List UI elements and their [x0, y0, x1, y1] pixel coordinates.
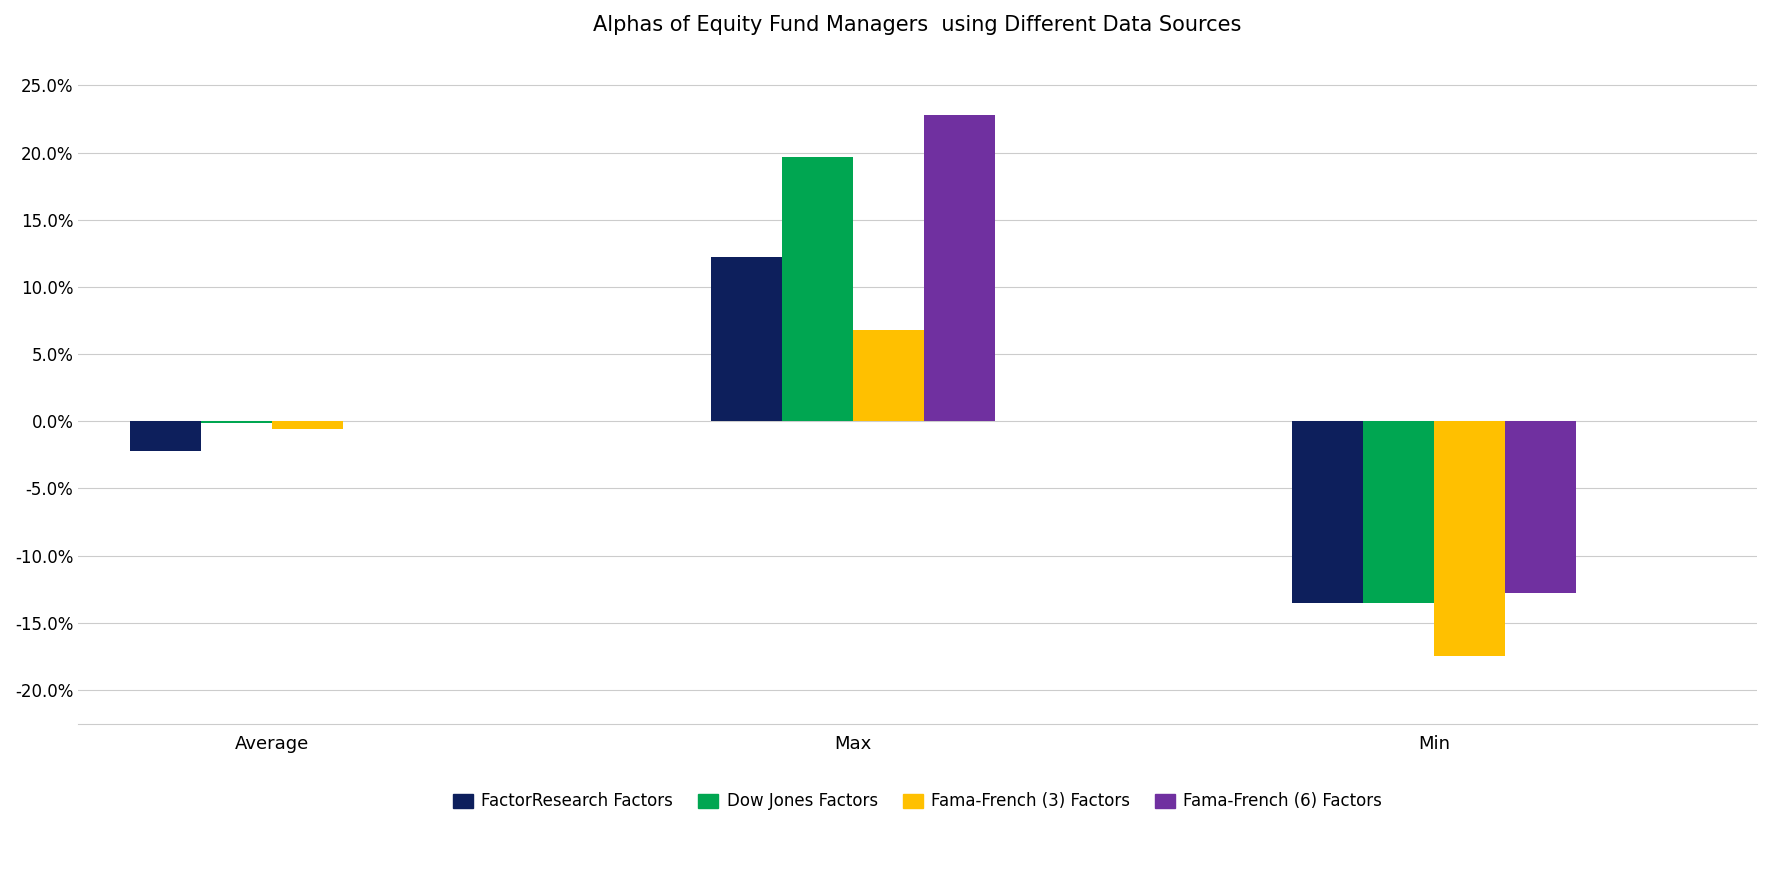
Bar	[1504, 422, 1577, 594]
Bar	[271, 422, 344, 430]
Bar	[711, 258, 781, 422]
Bar	[1292, 422, 1363, 602]
Bar	[1434, 422, 1504, 657]
Bar	[923, 115, 996, 422]
Bar	[781, 157, 852, 422]
Title: Alphas of Equity Fund Managers  using Different Data Sources: Alphas of Equity Fund Managers using Dif…	[594, 15, 1242, 35]
Bar	[129, 422, 200, 451]
Bar	[1363, 422, 1434, 602]
Bar	[200, 422, 271, 423]
Legend: FactorResearch Factors, Dow Jones Factors, Fama-French (3) Factors, Fama-French : FactorResearch Factors, Dow Jones Factor…	[447, 786, 1389, 817]
Bar	[852, 330, 923, 422]
